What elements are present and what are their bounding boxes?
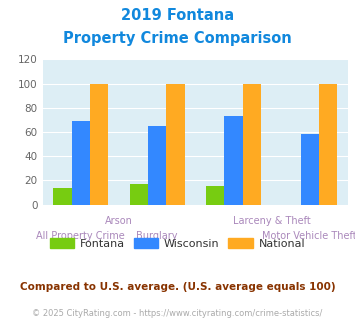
Bar (148, 126, 166, 205)
Text: Arson: Arson (105, 216, 133, 226)
Bar (72, 121, 90, 205)
Text: © 2025 CityRating.com - https://www.cityrating.com/crime-statistics/: © 2025 CityRating.com - https://www.city… (32, 309, 323, 317)
Text: 2019 Fontana: 2019 Fontana (121, 8, 234, 23)
Text: Compared to U.S. average. (U.S. average equals 100): Compared to U.S. average. (U.S. average … (20, 282, 335, 292)
Text: Property Crime Comparison: Property Crime Comparison (63, 31, 292, 46)
Legend: Fontana, Wisconsin, National: Fontana, Wisconsin, National (45, 234, 310, 253)
Bar (130, 184, 148, 205)
Bar (166, 83, 185, 205)
Text: Burglary: Burglary (136, 231, 178, 241)
Bar (301, 134, 319, 205)
Bar (242, 83, 261, 205)
Bar (206, 186, 224, 205)
Text: Motor Vehicle Theft: Motor Vehicle Theft (262, 231, 355, 241)
Bar (319, 83, 337, 205)
Text: All Property Crime: All Property Crime (36, 231, 125, 241)
Text: Larceny & Theft: Larceny & Theft (233, 216, 311, 226)
Bar (90, 83, 108, 205)
Bar (53, 188, 72, 205)
Bar (224, 116, 242, 205)
